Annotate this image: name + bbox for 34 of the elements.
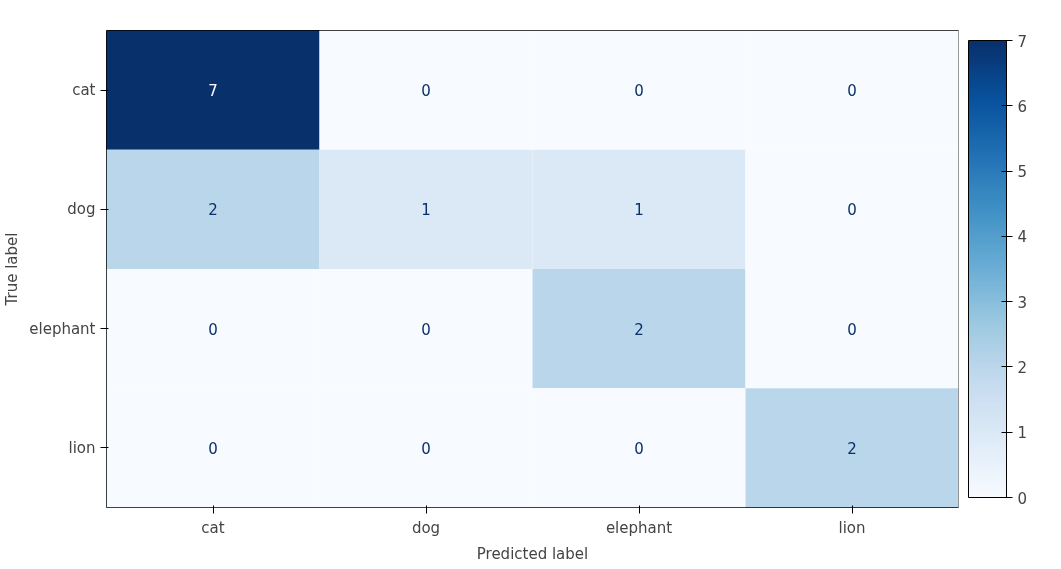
data-label: 0 bbox=[847, 82, 857, 101]
data-label: 0 bbox=[421, 320, 431, 339]
data-label: 0 bbox=[847, 201, 857, 220]
data-label: 0 bbox=[634, 82, 644, 101]
color-bar-label: 4 bbox=[1017, 228, 1028, 247]
y-tick-label: lion bbox=[68, 438, 96, 457]
data-label: 0 bbox=[208, 320, 218, 339]
color-bar-label: 3 bbox=[1017, 293, 1028, 312]
y-tick-label: dog bbox=[67, 200, 96, 219]
color-bar-label: 7 bbox=[1017, 32, 1028, 51]
x-tick-label: elephant bbox=[605, 518, 673, 537]
color-bar-label: 1 bbox=[1017, 424, 1028, 443]
color-bar-label: 6 bbox=[1017, 97, 1028, 116]
data-label: 1 bbox=[634, 201, 644, 220]
y-tick-label: elephant bbox=[29, 319, 96, 338]
color-bar-label: 5 bbox=[1017, 163, 1028, 182]
data-label: 2 bbox=[208, 201, 218, 220]
x-axis-title: Predicted label bbox=[476, 544, 589, 563]
y-axis-title: True label bbox=[3, 232, 22, 307]
x-tick-label: lion bbox=[838, 518, 866, 537]
data-label: 0 bbox=[847, 320, 857, 339]
data-label: 1 bbox=[421, 201, 431, 220]
data-label: 0 bbox=[634, 439, 644, 458]
data-label: 2 bbox=[634, 320, 644, 339]
data-label: 0 bbox=[421, 439, 431, 458]
data-label: 0 bbox=[421, 82, 431, 101]
data-label: 7 bbox=[208, 82, 218, 101]
data-label: 2 bbox=[847, 439, 857, 458]
x-tick-label: cat bbox=[201, 518, 225, 537]
x-tick-label: dog bbox=[411, 518, 441, 537]
color-bar-label: 2 bbox=[1017, 358, 1028, 377]
y-tick-label: cat bbox=[72, 81, 96, 100]
color-bar-label: 0 bbox=[1017, 489, 1028, 508]
data-label: 0 bbox=[208, 439, 218, 458]
